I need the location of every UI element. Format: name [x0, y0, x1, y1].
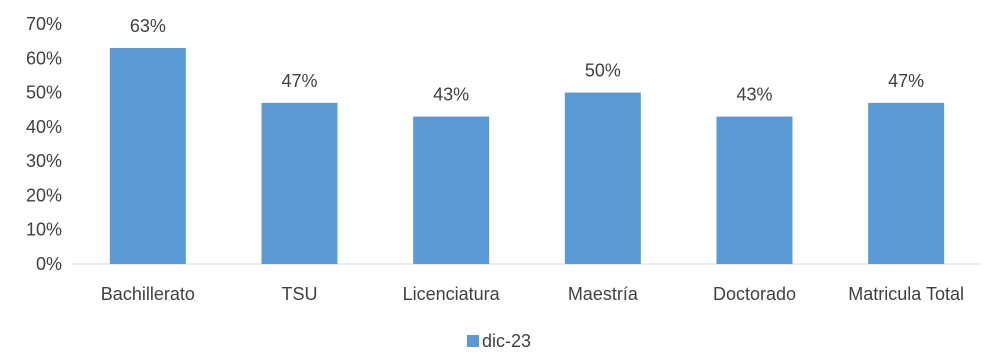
data-label: 43% [736, 85, 772, 105]
category-label: Matricula Total [848, 284, 964, 304]
y-tick-label: 20% [26, 185, 62, 205]
y-tick-label: 10% [26, 220, 62, 240]
y-tick-label: 0% [36, 254, 62, 274]
category-label: TSU [282, 284, 318, 304]
bar [716, 116, 793, 264]
bar [413, 116, 490, 264]
y-tick-label: 50% [26, 83, 62, 103]
category-label: Licenciatura [403, 284, 501, 304]
data-labels: 63% 47% 43% 50% 43% 47% [130, 16, 924, 105]
y-axis: 0% 10% 20% 30% 40% 50% 60% 70% [26, 14, 62, 274]
bar [564, 92, 641, 264]
data-label: 50% [585, 61, 621, 81]
y-tick-label: 30% [26, 151, 62, 171]
category-label: Doctorado [713, 284, 796, 304]
data-label: 43% [433, 85, 469, 105]
y-tick-label: 40% [26, 117, 62, 137]
bar [868, 102, 945, 264]
category-label: Maestría [568, 284, 639, 304]
data-label: 47% [888, 71, 924, 91]
legend-swatch [467, 335, 479, 347]
legend-label: dic-23 [482, 331, 531, 351]
data-label: 63% [130, 16, 166, 36]
y-tick-label: 70% [26, 14, 62, 34]
bar-series [109, 48, 945, 264]
data-label: 47% [281, 71, 317, 91]
legend: dic-23 [467, 331, 531, 351]
y-tick-label: 60% [26, 48, 62, 68]
bar [109, 48, 186, 264]
x-axis: Bachillerato TSU Licenciatura Maestría Docto… [101, 284, 964, 304]
bar [261, 102, 338, 264]
category-label: Bachillerato [101, 284, 195, 304]
